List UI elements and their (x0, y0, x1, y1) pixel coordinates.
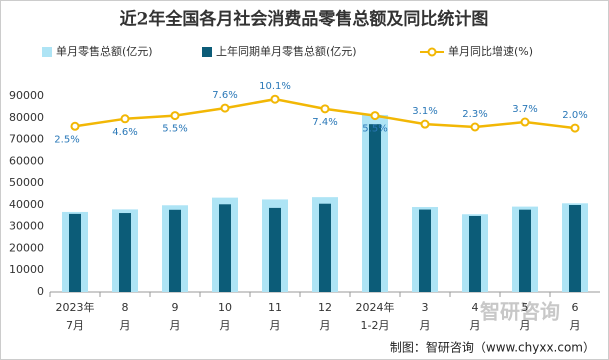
x-tick-label: 9 (172, 301, 179, 314)
line-point (520, 117, 530, 127)
bar (419, 209, 431, 292)
bar (469, 215, 481, 292)
value-label: 7.6% (212, 90, 237, 101)
x-tick-label: 2023年 (56, 300, 95, 314)
bar (169, 209, 181, 292)
bar (269, 207, 281, 292)
x-tick-label: 10 (218, 301, 232, 314)
x-tick-label: 2024年 (356, 300, 395, 314)
x-tick-label: 月 (570, 319, 581, 332)
x-tick-label: 月 (170, 319, 181, 332)
line-point (220, 103, 230, 113)
legend-label: 单月零售总额(亿元) (56, 44, 153, 58)
line-point (420, 119, 430, 129)
x-tick-label: 3 (422, 301, 429, 314)
bar (369, 124, 381, 293)
line-point (370, 111, 380, 121)
value-label: 2.3% (462, 109, 487, 120)
value-label: 7.4% (312, 117, 337, 128)
bar (569, 204, 581, 292)
y-tick-label: 0 (37, 285, 44, 298)
value-label: 2.5% (54, 134, 79, 145)
y-tick-label: 60000 (9, 154, 44, 167)
value-label: 10.1% (259, 81, 291, 92)
value-label: 2.0% (562, 110, 587, 121)
y-tick-label: 20000 (9, 241, 44, 254)
y-tick-label: 40000 (9, 198, 44, 211)
legend-label: 单月同比增速(%) (448, 44, 533, 58)
y-tick-label: 90000 (9, 89, 44, 102)
chart-title: 近2年全国各月社会消费品零售总额及同比统计图 (120, 9, 489, 30)
bar (319, 203, 331, 292)
line-point (570, 123, 580, 133)
legend-label: 上年同期单月零售总额(亿元) (216, 44, 357, 58)
x-tick-label: 6 (572, 301, 579, 314)
x-tick-label: 月 (520, 319, 531, 332)
x-tick-label: 4 (472, 301, 479, 314)
y-tick-label: 10000 (9, 263, 44, 276)
bar (219, 204, 231, 292)
bar (119, 213, 131, 292)
line-point (270, 94, 280, 104)
x-tick-label: 7月 (66, 319, 84, 332)
line-point (70, 121, 80, 131)
x-tick-label: 月 (420, 319, 431, 332)
x-tick-label: 月 (220, 319, 231, 332)
x-tick-label: 月 (320, 319, 331, 332)
x-tick-label: 5 (522, 301, 529, 314)
x-tick-label: 8 (122, 301, 129, 314)
y-tick-label: 80000 (9, 111, 44, 124)
value-label: 3.1% (412, 106, 437, 117)
y-tick-label: 50000 (9, 176, 44, 189)
value-label: 5.5% (162, 124, 187, 135)
x-tick-label: 12 (318, 301, 332, 314)
value-label: 4.6% (112, 127, 137, 138)
x-tick-label: 1-2月 (361, 319, 390, 332)
y-tick-label: 70000 (9, 133, 44, 146)
line-point (320, 104, 330, 114)
value-label: 3.7% (512, 104, 537, 115)
x-tick-label: 月 (120, 319, 131, 332)
line-point (470, 122, 480, 132)
legend-swatch (427, 47, 437, 57)
watermark: 智研咨询 (480, 300, 560, 324)
x-tick-label: 月 (270, 319, 281, 332)
line-point (120, 114, 130, 124)
value-label: 5.5% (362, 124, 387, 135)
x-tick-label: 月 (470, 319, 481, 332)
source-note: 制图：智研咨询（www.chyxx.com） (390, 340, 595, 355)
y-tick-label: 30000 (9, 220, 44, 233)
legend-swatch (42, 47, 52, 57)
legend-swatch (202, 47, 212, 57)
x-tick-label: 11 (268, 301, 282, 314)
bar (69, 213, 81, 292)
line-point (170, 111, 180, 121)
bar (519, 209, 531, 292)
